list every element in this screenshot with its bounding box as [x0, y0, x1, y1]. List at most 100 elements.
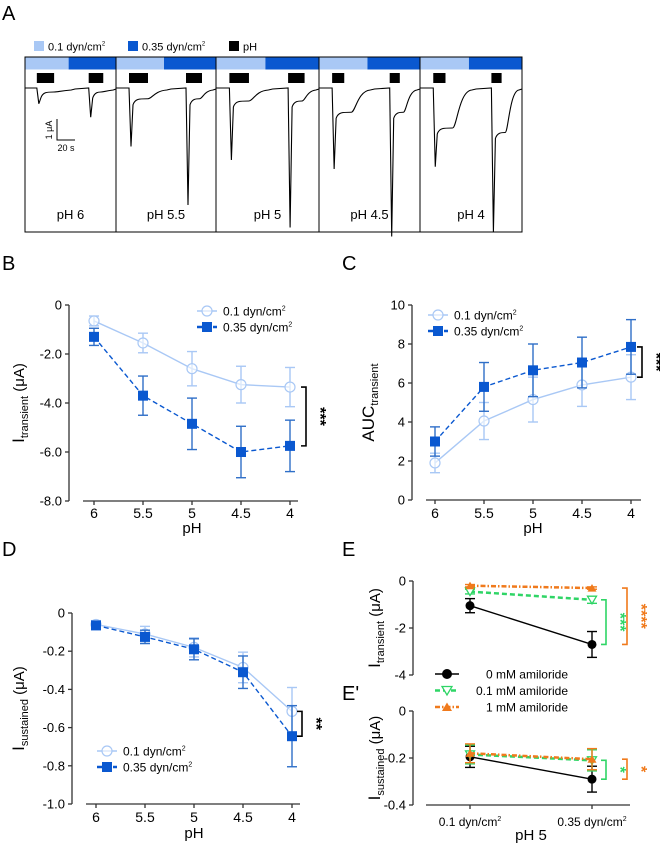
x-tick-label: 4 — [288, 809, 296, 825]
marker-open-triangle-down — [440, 685, 454, 697]
trace-label: pH 4 — [457, 207, 484, 222]
panel-label-a: A — [2, 3, 16, 25]
panel-label: E — [342, 539, 355, 561]
marker-open-circle — [235, 379, 247, 391]
series-0-1-mm-amiloride — [464, 587, 598, 606]
marker-filled-square — [238, 667, 248, 678]
panel-label: E' — [342, 683, 359, 705]
series-line — [93, 336, 291, 453]
ph-pulse — [129, 73, 148, 83]
x-tick-label: 0.1 dyn/cm2 — [439, 815, 502, 829]
legend-label: 0.1 dyn/cm2 — [123, 745, 186, 759]
x-tick-label: 4.5 — [572, 505, 592, 521]
y-tick-label: -0.2 — [43, 644, 65, 659]
ph-pulse — [88, 73, 104, 83]
shear-bar-high — [468, 57, 522, 70]
marker-open-circle — [429, 457, 441, 469]
trace-panel: pH 4 — [419, 57, 523, 233]
series-1-mm-amiloride — [465, 581, 597, 592]
y-tick-label: -2.0 — [40, 347, 62, 362]
x-axis-label: pH — [182, 520, 201, 537]
x-tick-label: 5 — [188, 505, 196, 521]
legend-label: 0.1 dyn/cm2 — [48, 42, 106, 54]
marker-filled-square — [479, 381, 489, 392]
legend-label: 0 mM amiloride — [486, 668, 568, 682]
ph-pulse — [36, 73, 55, 83]
significance-stars: * — [632, 766, 649, 773]
x-tick-label: 4.5 — [233, 809, 253, 825]
legend-label: 0.35 dyn/cm2 — [223, 321, 292, 335]
y-axis-label: Itransient (μA) — [9, 363, 31, 443]
marker-filled-square — [187, 418, 197, 429]
marker-filled-square — [528, 365, 538, 376]
ph-pulse — [433, 73, 446, 83]
trace-panel: pH 6 — [25, 57, 117, 222]
legend-label: 0.35 dyn/cm2 — [454, 325, 523, 339]
ph-pulse — [186, 73, 202, 83]
x-tick-label: 5.5 — [135, 809, 155, 825]
trace-label: pH 6 — [57, 207, 84, 222]
x-tick-label: 5 — [529, 505, 537, 521]
chart-c: C 0 2 4 6 8 10 6 5.5 5 4.5 4 pH AUCtransient *** — [342, 253, 660, 537]
traces-frame — [24, 56, 523, 233]
marker-filled-triangle-up — [442, 702, 452, 711]
current-trace — [216, 87, 320, 228]
marker-open-circle — [284, 381, 296, 393]
series-line — [469, 752, 593, 761]
shear-bar-high — [367, 57, 420, 70]
series-line — [469, 753, 593, 762]
legend-swatch — [34, 41, 44, 51]
series-0-1-dyn-cm- — [90, 618, 298, 736]
y-axis-label: Itransient (μA) — [365, 588, 387, 668]
marker-filled-circle — [465, 601, 475, 611]
marker-open-circle — [201, 305, 213, 317]
marker-open-circle — [478, 415, 490, 427]
marker-filled-triangle-up — [465, 749, 475, 757]
x-axis-label: pH — [523, 520, 542, 537]
x-tick-label: 6 — [92, 809, 100, 825]
y-axis-label: Isustained (μA) — [365, 716, 387, 801]
panel-a-legend: 0.1 dyn/cm2 0.35 dyn/cm2 pH — [34, 41, 257, 54]
y-tick-label: -4.0 — [40, 396, 62, 411]
marker-open-circle — [101, 745, 113, 757]
y-tick-label: 4 — [398, 415, 405, 430]
y-tick-label: -2 — [394, 621, 406, 636]
marker-filled-circle — [587, 639, 597, 649]
trace-label: pH 4.5 — [350, 207, 388, 222]
legend-label: 0.35 dyn/cm2 — [142, 42, 206, 54]
legend-label: 0.1 dyn/cm2 — [454, 309, 517, 323]
marker-filled-square — [140, 631, 150, 642]
series-0-35-dyn-cm- — [89, 327, 295, 479]
x-axis-label: pH 5 — [515, 827, 547, 844]
marker-filled-square — [102, 762, 112, 772]
ph-pulse — [491, 73, 502, 83]
legend-swatch — [128, 41, 138, 51]
marker-open-circle — [432, 309, 444, 321]
series-1-mm-amiloride — [465, 743, 597, 771]
significance-stars: *** — [311, 407, 328, 426]
significance-stars: **** — [632, 604, 649, 630]
series-line — [469, 756, 593, 780]
x-tick-label: 0.35 dyn/cm2 — [557, 815, 626, 829]
legend-label: 1 mM amiloride — [486, 701, 568, 715]
y-tick-label: 10 — [391, 298, 405, 313]
ph-pulse — [332, 73, 345, 83]
y-axis-label: Isustained (μA) — [9, 666, 31, 751]
x-tick-label: 4 — [627, 505, 635, 521]
marker-filled-square — [626, 341, 636, 352]
x-tick-label: 6 — [90, 505, 98, 521]
x-tick-label: 4.5 — [231, 505, 251, 521]
legend-label: 0.35 dyn/cm2 — [123, 761, 192, 775]
x-tick-label: 5.5 — [474, 505, 494, 521]
y-tick-label: -6.0 — [40, 445, 62, 460]
trace-panel: pH 5.5 — [115, 57, 217, 232]
marker-filled-square — [287, 731, 297, 742]
x-tick-label: 6 — [431, 505, 439, 521]
panel-label: C — [342, 253, 356, 275]
marker-filled-square — [577, 357, 587, 368]
scale-bar — [56, 119, 75, 141]
marker-filled-square — [138, 390, 148, 401]
chart-e: E 0 -2 -4 Itransient (μA) *** **** — [342, 539, 649, 683]
